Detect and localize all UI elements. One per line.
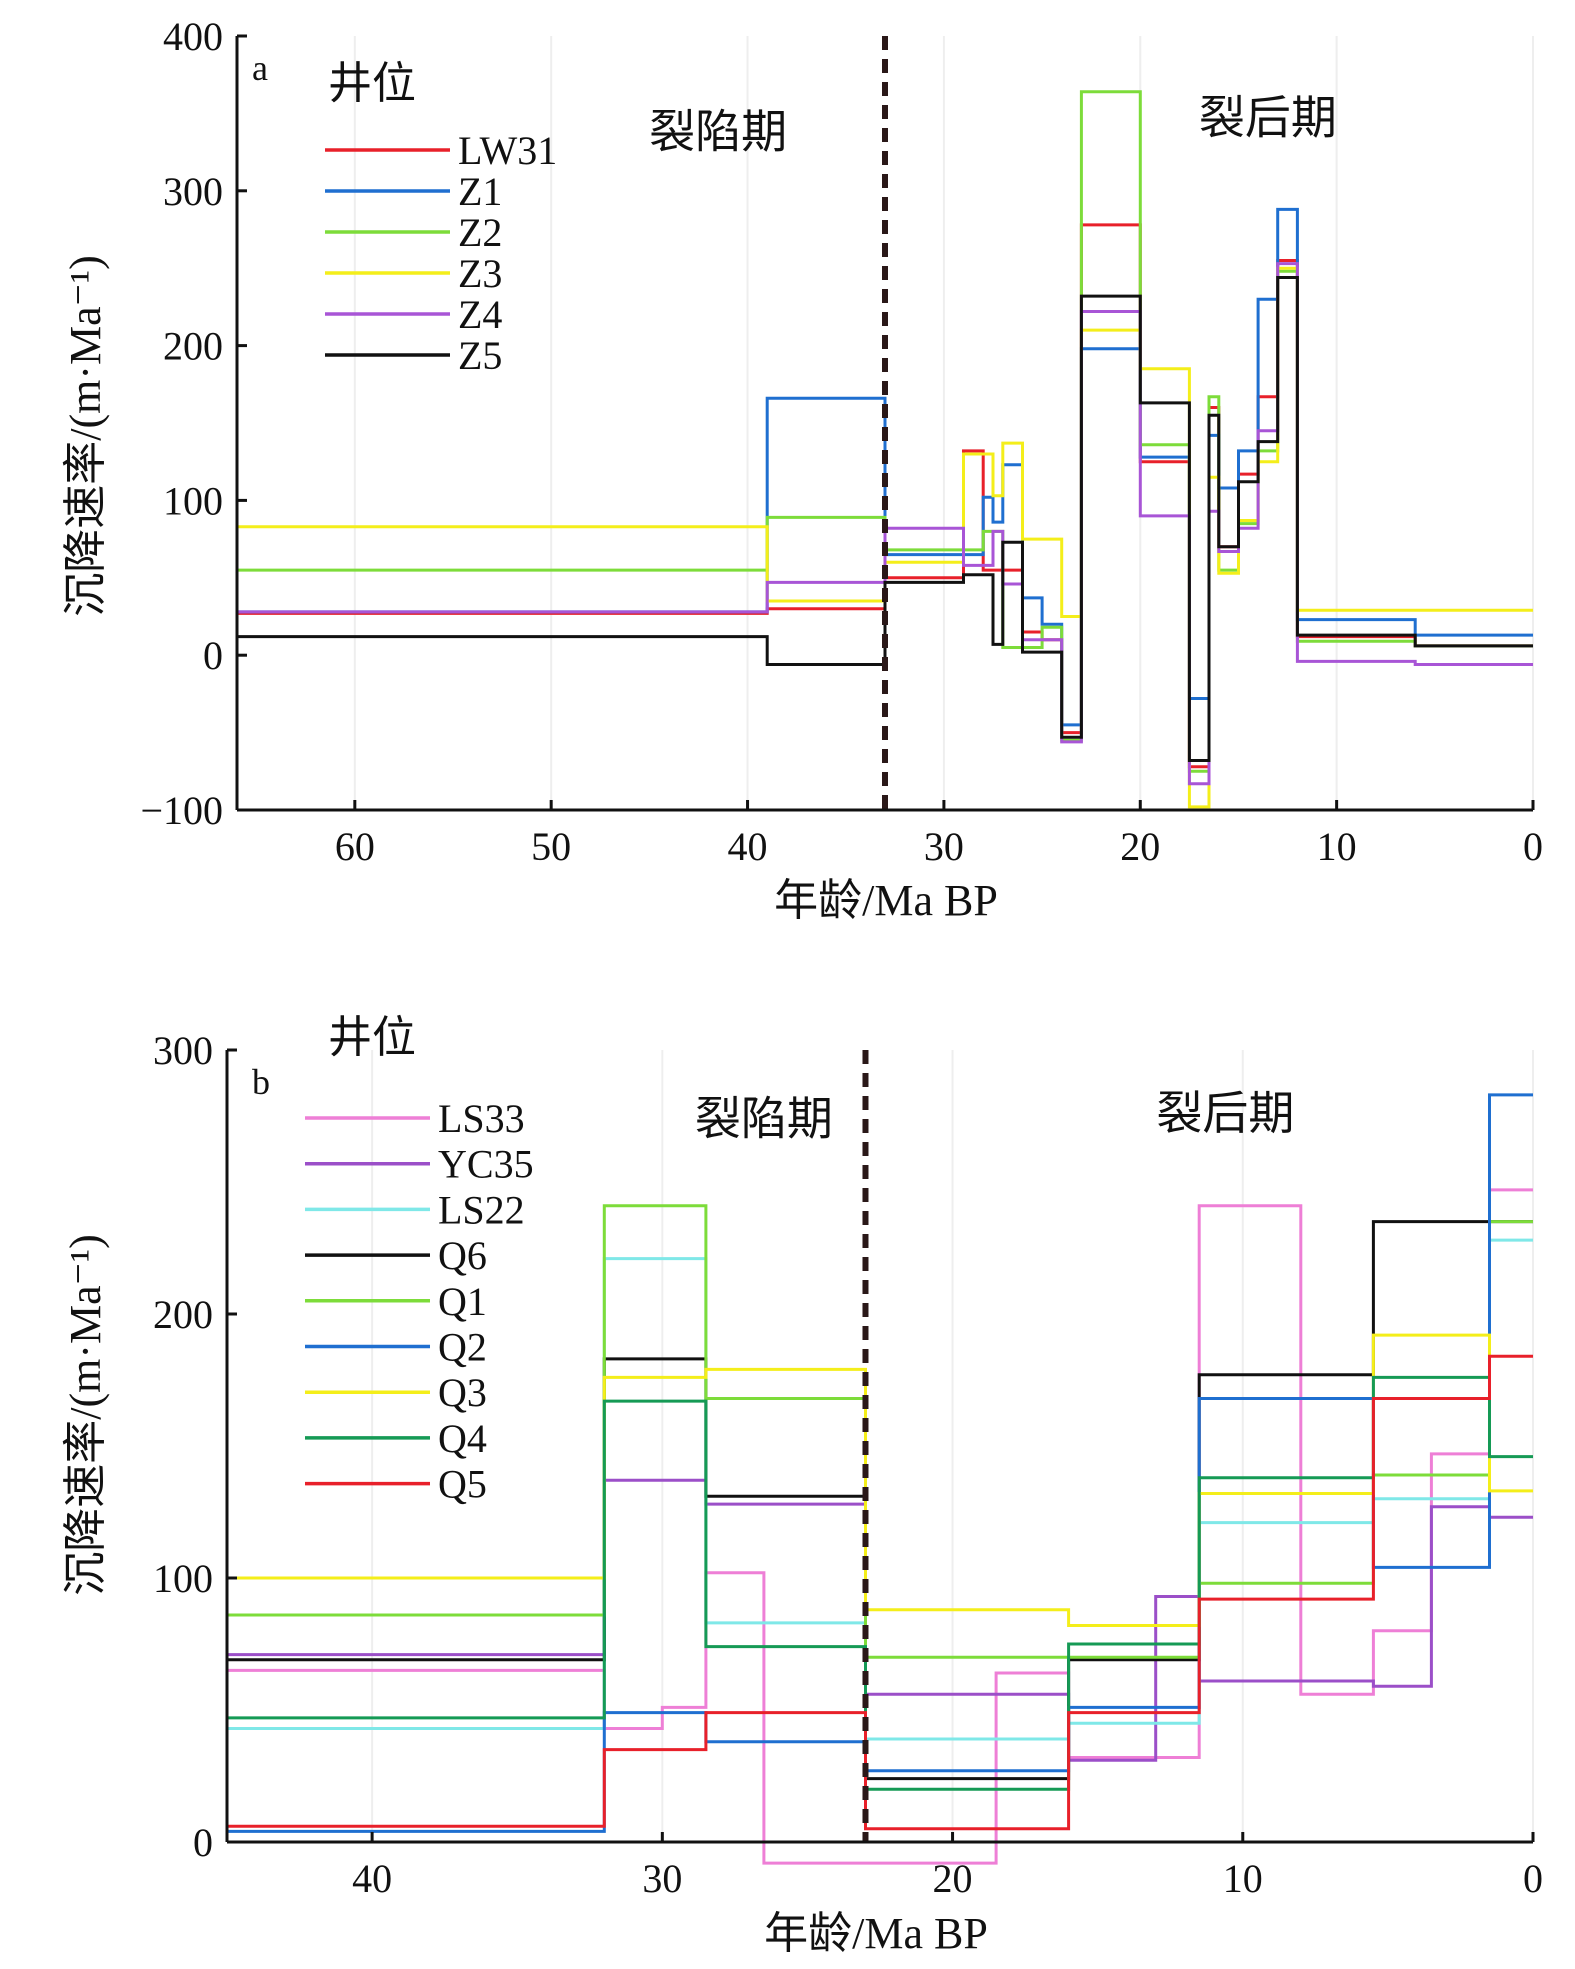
legend-label-ls33: LS33 xyxy=(438,1096,525,1141)
legend-label-ls22: LS22 xyxy=(438,1187,525,1232)
legend-label-z1: Z1 xyxy=(458,169,502,214)
series-line-ls22 xyxy=(227,1238,1533,1741)
x-tick-label: 60 xyxy=(335,824,375,869)
panel-b-legend-title: 井位 xyxy=(328,1013,416,1062)
series-line-q6 xyxy=(227,1220,1533,1781)
panel-b-axes xyxy=(225,1050,1533,1844)
panel-b-gridlines xyxy=(371,1050,1534,1842)
legend-label-yc35: YC35 xyxy=(438,1142,534,1187)
y-tick-label: 100 xyxy=(163,478,223,523)
y-tick-label: 0 xyxy=(193,1820,213,1865)
panel-b-ylabel: 沉降速率/(m·Ma⁻¹) xyxy=(61,1234,110,1595)
series-line-ls33 xyxy=(227,1188,1533,1865)
panel-b-labels: b 年龄/Ma BP 沉降速率/(m·Ma⁻¹) xyxy=(61,1062,988,1958)
x-tick-label: 20 xyxy=(1120,824,1160,869)
y-tick-label: −100 xyxy=(140,788,223,833)
y-tick-label: 200 xyxy=(153,1292,213,1337)
legend-label-q6: Q6 xyxy=(438,1233,487,1278)
y-tick-label: 100 xyxy=(153,1556,213,1601)
panel-a-ylabel: 沉降速率/(m·Ma⁻¹) xyxy=(61,255,110,616)
post-rift-phase-label: 裂后期 xyxy=(1199,93,1337,144)
y-tick-label: 300 xyxy=(163,169,223,214)
panel-a-xlabel: 年龄/Ma BP xyxy=(774,876,998,925)
legend-label-z5: Z5 xyxy=(458,333,502,378)
legend-label-q4: Q4 xyxy=(438,1416,487,1461)
y-tick-label: 400 xyxy=(163,14,223,59)
y-tick-label: 300 xyxy=(153,1028,213,1073)
series-line-q1 xyxy=(227,1204,1533,1659)
legend-label-q5: Q5 xyxy=(438,1462,487,1507)
legend-label-q2: Q2 xyxy=(438,1325,487,1370)
x-tick-label: 40 xyxy=(728,824,768,869)
x-tick-label: 0 xyxy=(1523,824,1543,869)
legend-label-z3: Z3 xyxy=(458,251,502,296)
panel-a-series xyxy=(237,90,1533,809)
panel-b-letter: b xyxy=(252,1062,270,1102)
y-tick-label: 200 xyxy=(163,324,223,369)
series-line-q2 xyxy=(227,1093,1533,1833)
panel-a-letter: a xyxy=(252,48,268,88)
series-line-q5 xyxy=(227,1354,1533,1831)
rift-phase-label: 裂陷期 xyxy=(695,1093,833,1144)
panel-b-annotations: 裂陷期 裂后期 xyxy=(695,1088,1294,1144)
legend-label-lw31: LW31 xyxy=(458,128,557,173)
y-tick-label: 0 xyxy=(203,633,223,678)
post-rift-phase-label: 裂后期 xyxy=(1156,1088,1294,1139)
x-tick-label: 50 xyxy=(531,824,571,869)
x-tick-label: 30 xyxy=(924,824,964,869)
x-tick-label: 10 xyxy=(1317,824,1357,869)
series-line-q3 xyxy=(227,1333,1533,1627)
x-tick-label: 0 xyxy=(1523,1856,1543,1901)
panel-a-labels: a 年龄/Ma BP 沉降速率/(m·Ma⁻¹) xyxy=(61,48,998,925)
legend-label-z4: Z4 xyxy=(458,292,502,337)
legend-label-z2: Z2 xyxy=(458,210,502,255)
x-tick-label: 10 xyxy=(1223,1856,1263,1901)
legend-label-q1: Q1 xyxy=(438,1279,487,1324)
legend-label-q3: Q3 xyxy=(438,1370,487,1415)
panel-b-xlabel: 年龄/Ma BP xyxy=(764,1909,988,1958)
x-tick-label: 40 xyxy=(352,1856,392,1901)
panel-b-series xyxy=(227,1093,1533,1865)
rift-phase-label: 裂陷期 xyxy=(649,106,787,157)
series-line-z5 xyxy=(237,276,1533,762)
panel-a-annotations: 裂陷期 裂后期 xyxy=(649,93,1337,158)
panel-a-legend-title: 井位 xyxy=(328,59,416,108)
x-tick-label: 30 xyxy=(642,1856,682,1901)
panel-a-axes xyxy=(235,36,1533,812)
x-tick-label: 20 xyxy=(933,1856,973,1901)
